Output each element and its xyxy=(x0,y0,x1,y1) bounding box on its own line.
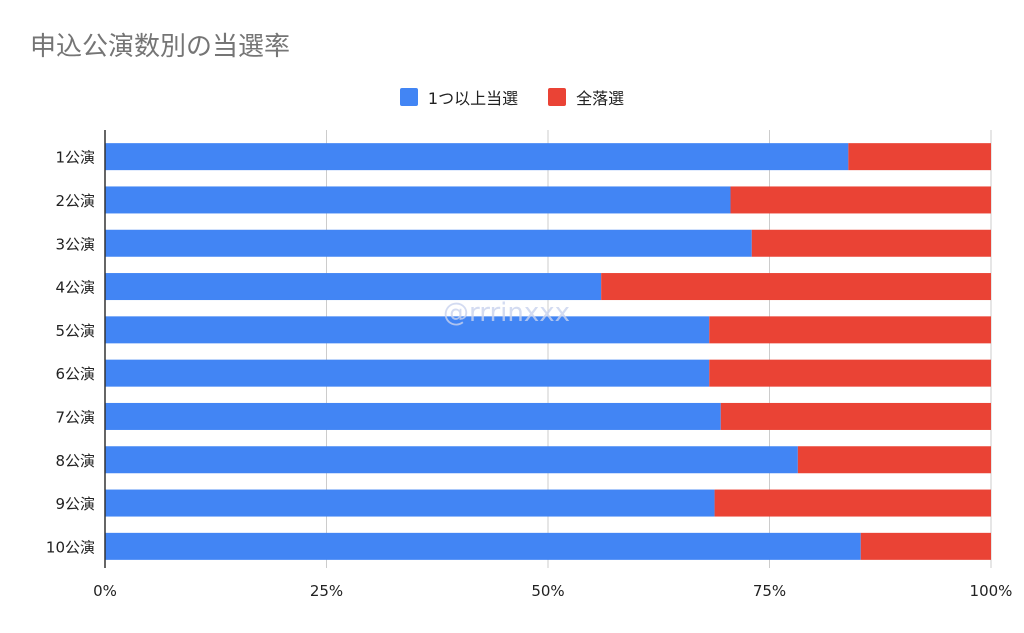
y-tick-label: 4公演 xyxy=(55,279,95,297)
bar-won xyxy=(105,316,710,344)
bar-lost xyxy=(709,316,991,344)
x-tick-label: 75% xyxy=(753,582,786,600)
legend-swatch-won xyxy=(399,88,418,106)
x-tick-label: 25% xyxy=(310,582,343,600)
bar-lost xyxy=(751,229,991,257)
bar-won xyxy=(105,532,861,560)
bar-won xyxy=(105,186,731,214)
bar-lost xyxy=(860,532,991,560)
bar-won xyxy=(105,359,710,387)
legend-item-won[interactable]: 1つ以上当選 xyxy=(399,85,519,109)
y-tick-label: 6公演 xyxy=(55,365,95,383)
legend-item-lost[interactable]: 全落選 xyxy=(548,85,624,109)
bar-lost xyxy=(601,273,991,301)
legend-label-won: 1つ以上当選 xyxy=(427,89,519,108)
x-tick-label: 0% xyxy=(93,582,117,600)
legend-label-lost: 全落選 xyxy=(576,89,625,108)
bar-won xyxy=(105,273,602,301)
y-tick-label: 9公演 xyxy=(55,495,95,513)
bar-lost xyxy=(720,402,991,430)
bar-lost xyxy=(797,446,991,474)
y-tick-label: 2公演 xyxy=(55,192,95,210)
bar-lost xyxy=(730,186,991,214)
y-tick-label: 5公演 xyxy=(55,322,95,340)
legend: 1つ以上当選 全落選 xyxy=(0,85,1024,109)
legend-swatch-lost xyxy=(548,88,567,106)
y-tick-label: 3公演 xyxy=(55,235,95,253)
chart-title: 申込公演数別の当選率 xyxy=(30,32,291,62)
bar-lost xyxy=(714,489,991,517)
y-tick-label: 7公演 xyxy=(55,408,95,426)
bar-won xyxy=(105,446,798,474)
bar-won xyxy=(105,143,849,171)
y-tick-label: 8公演 xyxy=(55,452,95,470)
bar-won xyxy=(105,489,715,517)
x-tick-label: 50% xyxy=(531,582,564,600)
bar-won xyxy=(105,402,721,430)
bar-lost xyxy=(848,143,991,171)
bar-won xyxy=(105,229,752,257)
bar-lost xyxy=(709,359,991,387)
watermark: @rrrinxxx xyxy=(443,298,571,328)
y-tick-label: 10公演 xyxy=(46,538,95,556)
x-tick-label: 100% xyxy=(970,582,1013,600)
y-tick-label: 1公演 xyxy=(55,149,95,167)
